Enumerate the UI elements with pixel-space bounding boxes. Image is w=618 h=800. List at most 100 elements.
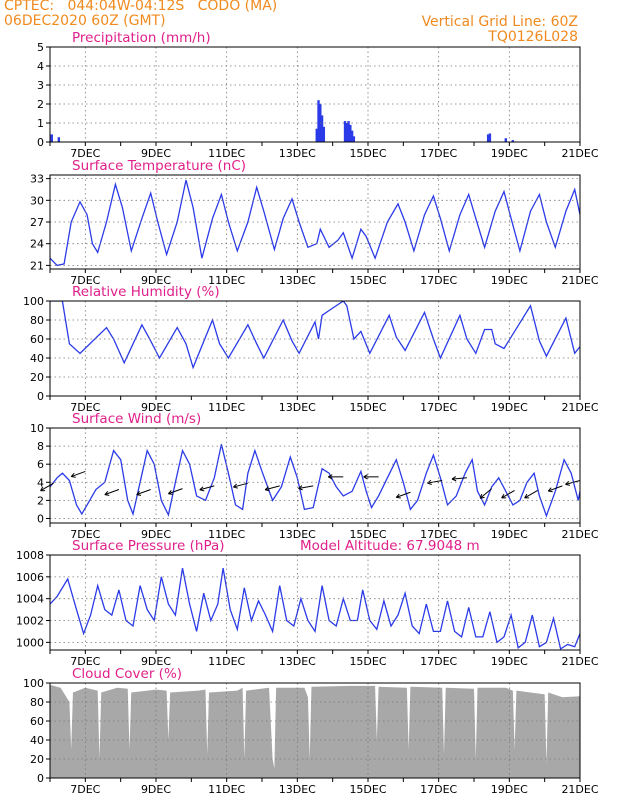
y-tick-label: 60	[30, 715, 44, 728]
x-tick-label: 11DEC	[208, 655, 245, 668]
precip-bar	[345, 123, 348, 142]
precip-bar	[50, 134, 53, 142]
x-tick-label: 15DEC	[349, 274, 386, 287]
y-tick-label: 10	[30, 422, 44, 435]
series-line	[50, 567, 580, 650]
x-tick-label: 13DEC	[279, 274, 316, 287]
y-tick-label: 8	[37, 440, 44, 453]
wind-arrow	[104, 489, 120, 496]
panel-frame	[49, 46, 581, 143]
panel-frame	[49, 682, 581, 779]
precip-bar	[350, 130, 354, 142]
y-tick-label: 60	[30, 333, 44, 346]
precip-bar	[322, 126, 326, 142]
x-tick-label: 17DEC	[420, 147, 457, 160]
x-tick-label: 21DEC	[561, 655, 598, 668]
precip-bar	[347, 121, 350, 142]
precip-bar	[511, 140, 515, 142]
x-tick-label: 7DEC	[70, 274, 100, 287]
y-tick-label: 4	[37, 476, 44, 489]
wind-arrow	[70, 470, 86, 478]
x-tick-label: 15DEC	[349, 147, 386, 160]
wind-arrow	[479, 488, 492, 499]
x-tick-label: 17DEC	[420, 528, 457, 541]
x-tick-label: 11DEC	[208, 401, 245, 414]
wind-arrow	[298, 485, 314, 491]
x-tick-label: 11DEC	[208, 274, 245, 287]
y-tick-label: 40	[30, 734, 44, 747]
x-tick-label: 11DEC	[208, 528, 245, 541]
y-tick-label: 20	[30, 753, 44, 766]
panel-title: Precipitation (mm/h)	[72, 30, 211, 46]
x-tick-label: 9DEC	[141, 783, 171, 796]
x-tick-label: 19DEC	[491, 655, 528, 668]
panel-frame	[49, 300, 581, 397]
x-tick-label: 15DEC	[349, 655, 386, 668]
y-tick-label: 24	[30, 238, 44, 251]
series-line	[50, 179, 580, 267]
x-tick-label: 13DEC	[279, 147, 316, 160]
x-tick-label: 19DEC	[491, 528, 528, 541]
panel-title: Cloud Cover (%)	[72, 666, 182, 682]
x-tick-label: 15DEC	[349, 401, 386, 414]
panel-6: Cloud Cover (%) 0 20 40 60 80 100 7DEC 9DEC 11DEC…	[23, 666, 599, 796]
precip-bar	[352, 136, 356, 142]
y-tick-label: 80	[30, 314, 44, 327]
y-tick-label: 0	[37, 512, 44, 525]
y-tick-label: 80	[30, 696, 44, 709]
x-tick-label: 19DEC	[491, 401, 528, 414]
panel-frame	[49, 427, 581, 524]
y-tick-label: 1	[37, 117, 44, 130]
precip-bar	[320, 115, 324, 142]
x-tick-label: 9DEC	[141, 147, 171, 160]
y-tick-label: 20	[30, 371, 44, 384]
cloud-area	[50, 684, 580, 778]
y-tick-label: 5	[37, 41, 44, 54]
y-tick-label: 2	[37, 98, 44, 111]
wind-arrow	[136, 489, 151, 496]
y-tick-label: 40	[30, 352, 44, 365]
x-tick-label: 13DEC	[279, 401, 316, 414]
y-tick-label: 6	[37, 458, 44, 471]
panel-title: Surface Temperature (nC)	[72, 158, 246, 174]
series-line	[50, 444, 580, 518]
wind-arrow	[501, 489, 515, 499]
panel-3: Relative Humidity (%) 0 20 40 60 80 100 7DEC 9DE…	[23, 284, 599, 414]
panel-frame	[49, 554, 581, 651]
precip-bar	[488, 133, 492, 142]
x-tick-label: 17DEC	[420, 783, 457, 796]
precip-bar	[349, 124, 352, 142]
x-tick-label: 11DEC	[208, 147, 245, 160]
y-tick-label: 0	[37, 772, 44, 785]
wind-arrow	[427, 479, 443, 485]
x-tick-label: 9DEC	[141, 401, 171, 414]
y-tick-label: 3	[37, 79, 44, 92]
panel-title: Surface Wind (m/s)	[72, 411, 201, 427]
y-tick-label: 1006	[16, 571, 44, 584]
wind-arrow	[264, 485, 280, 492]
wind-arrow	[233, 482, 248, 489]
y-tick-label: 1008	[16, 549, 44, 562]
y-tick-label: 0	[37, 390, 44, 403]
x-tick-label: 21DEC	[561, 528, 598, 541]
x-tick-label: 17DEC	[420, 274, 457, 287]
y-tick-label: 4	[37, 60, 44, 73]
x-tick-label: 19DEC	[491, 147, 528, 160]
precip-bar	[343, 121, 347, 142]
y-tick-label: 33	[30, 173, 44, 186]
x-tick-label: 9DEC	[141, 528, 171, 541]
panel-4: Surface Wind (m/s) 0 2 4 6 8 10 7DEC 9DEC 11DEC 13…	[30, 411, 599, 541]
header-run-id: TQ0126L028	[488, 29, 578, 45]
wind-arrow	[168, 488, 183, 495]
x-tick-label: 7DEC	[70, 528, 100, 541]
x-tick-label: 9DEC	[141, 274, 171, 287]
wind-arrow	[328, 474, 344, 480]
panel-title: Surface Pressure (hPa)	[72, 538, 225, 554]
wind-arrow	[363, 474, 379, 480]
x-tick-label: 7DEC	[70, 147, 100, 160]
x-tick-label: 17DEC	[420, 401, 457, 414]
precip-bar	[486, 134, 490, 142]
wind-arrow	[451, 476, 467, 482]
x-tick-label: 17DEC	[420, 655, 457, 668]
precip-bar	[57, 137, 61, 142]
